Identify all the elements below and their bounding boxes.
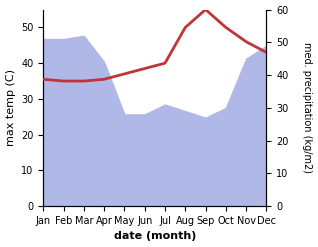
X-axis label: date (month): date (month) bbox=[114, 231, 196, 242]
Y-axis label: max temp (C): max temp (C) bbox=[5, 69, 16, 146]
Y-axis label: med. precipitation (kg/m2): med. precipitation (kg/m2) bbox=[302, 42, 313, 173]
